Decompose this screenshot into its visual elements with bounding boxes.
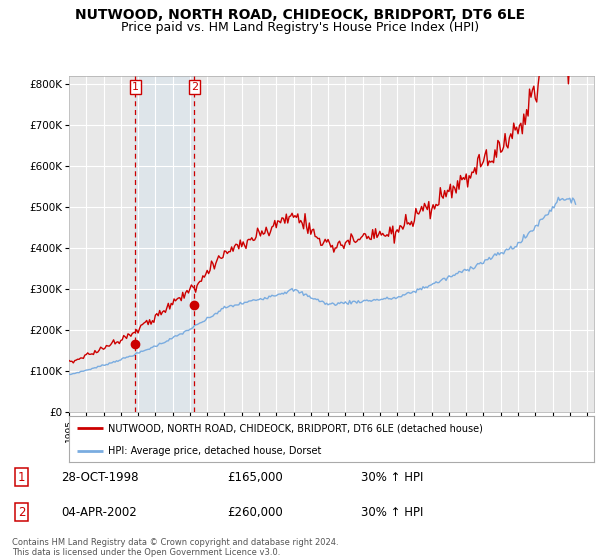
Text: NUTWOOD, NORTH ROAD, CHIDEOCK, BRIDPORT, DT6 6LE: NUTWOOD, NORTH ROAD, CHIDEOCK, BRIDPORT,… [75,8,525,22]
Bar [135,76,194,412]
Text: 2: 2 [191,82,198,92]
Text: 30% ↑ HPI: 30% ↑ HPI [361,506,424,519]
Text: £165,000: £165,000 [227,471,283,484]
Text: NUTWOOD, NORTH ROAD, CHIDEOCK, BRIDPORT, DT6 6LE (detached house): NUTWOOD, NORTH ROAD, CHIDEOCK, BRIDPORT,… [109,423,483,433]
Text: 1: 1 [131,82,139,92]
Text: 2: 2 [18,506,25,519]
Text: 04-APR-2002: 04-APR-2002 [61,506,137,519]
Text: £260,000: £260,000 [227,506,283,519]
Text: 28-OCT-1998: 28-OCT-1998 [61,471,139,484]
Text: HPI: Average price, detached house, Dorset: HPI: Average price, detached house, Dors… [109,446,322,455]
Text: 30% ↑ HPI: 30% ↑ HPI [361,471,424,484]
Text: Price paid vs. HM Land Registry's House Price Index (HPI): Price paid vs. HM Land Registry's House … [121,21,479,34]
Text: 1: 1 [18,471,25,484]
Text: Contains HM Land Registry data © Crown copyright and database right 2024.
This d: Contains HM Land Registry data © Crown c… [12,538,338,557]
